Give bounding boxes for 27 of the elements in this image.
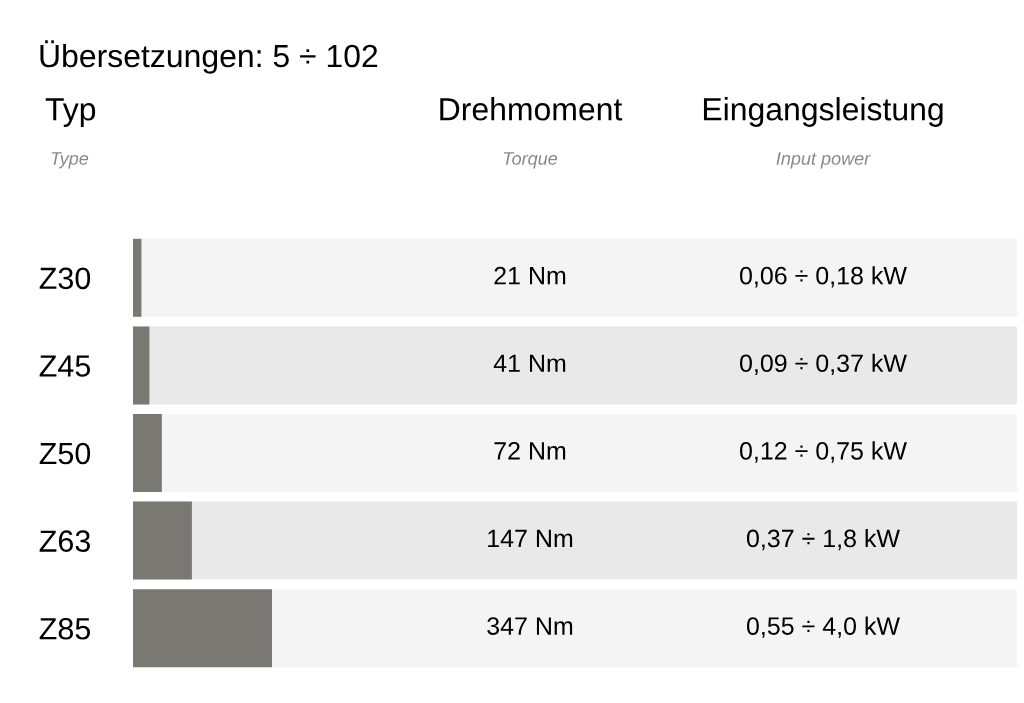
y-tick-label: Z63: [39, 530, 90, 552]
bar: [133, 501, 192, 580]
text: Torque: [503, 152, 558, 169]
text: Typ: [45, 98, 96, 127]
y-tick-label: Z45: [39, 355, 91, 377]
bar: [133, 238, 142, 317]
text: 0,06 ÷ 0,18 kW: [740, 266, 907, 288]
text: 0,55 ÷ 4,0 kW: [746, 616, 900, 638]
y-tick-label: Z30: [39, 267, 91, 290]
text: Input power: [776, 152, 871, 169]
data-label: 21 Nm: [494, 266, 566, 285]
y-tick-label: Z50: [39, 442, 91, 465]
data-label: 347 Nm: [487, 617, 573, 635]
bar: [133, 589, 272, 668]
data-label: 72 Nm: [494, 442, 566, 460]
data-label: 41 Nm: [493, 354, 566, 372]
y-tick-label: Z85: [39, 617, 91, 640]
text: 0,37 ÷ 1,8 kW: [746, 528, 900, 551]
text: Type: [51, 152, 89, 169]
text: Drehmoment: [440, 97, 623, 121]
text: 0,09 ÷ 0,37 kW: [740, 353, 907, 376]
chart-title: Übersetzungen: 5 ÷ 102: [40, 40, 378, 74]
bar: [133, 326, 150, 405]
bar: [133, 414, 162, 492]
text: 0,12 ÷ 0,75 kW: [740, 441, 907, 463]
data-label: 147 Nm: [488, 529, 573, 548]
text: Eingangsleistung: [703, 97, 943, 127]
